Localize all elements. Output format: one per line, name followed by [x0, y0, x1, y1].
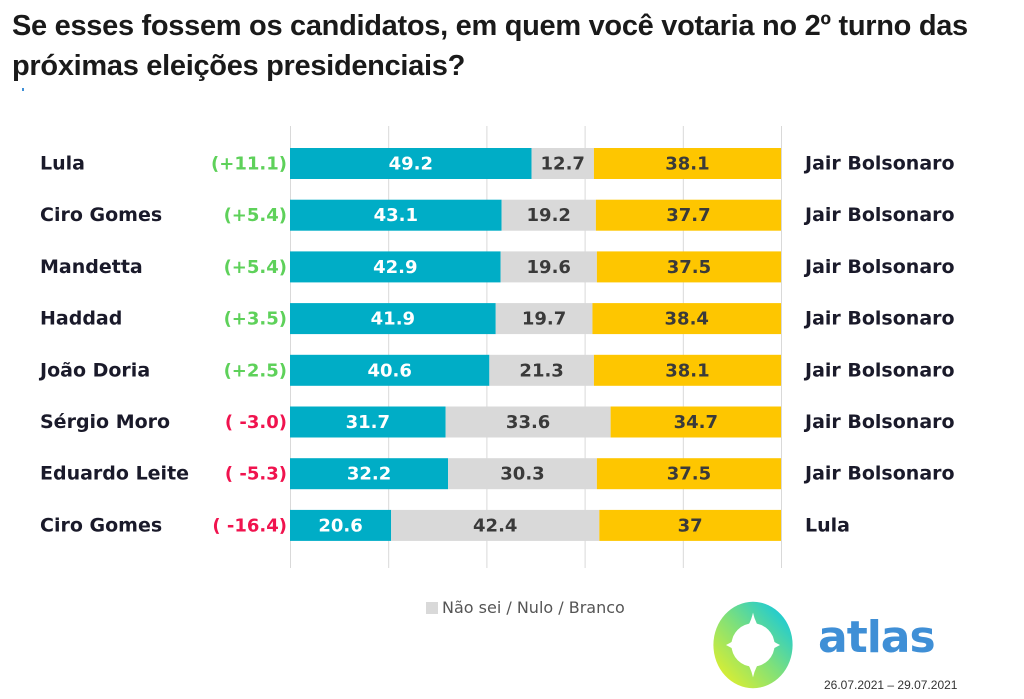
bar-neutral [489, 354, 594, 386]
data-label-neutral: 12.7 [541, 154, 585, 175]
atlas-logo-icon [713, 601, 793, 689]
bar-right [599, 509, 781, 541]
data-label-left: 20.6 [318, 515, 362, 536]
difference-label: (+5.4) [224, 205, 287, 226]
data-label-right: 37 [678, 515, 703, 536]
difference-label: (+2.5) [224, 360, 287, 381]
data-label-neutral: 19.7 [522, 309, 566, 330]
data-label-neutral: 33.6 [506, 412, 550, 433]
data-label-left: 31.7 [346, 412, 390, 433]
data-label-neutral: 30.3 [500, 464, 544, 485]
data-label-neutral: 42.4 [473, 515, 517, 536]
data-label-right: 38.1 [665, 154, 709, 175]
data-label-neutral: 19.2 [527, 205, 571, 226]
bar-left [290, 458, 449, 490]
brand-name: atlas [818, 612, 936, 663]
candidate-right-label: Jair Bolsonaro [803, 256, 955, 278]
bars [290, 148, 781, 541]
data-label-right: 38.4 [665, 309, 709, 330]
data-label-right: 37.5 [667, 257, 711, 278]
data-label-left: 49.2 [389, 154, 433, 175]
legend-swatch-neutral [426, 601, 438, 614]
data-label-left: 43.1 [374, 205, 418, 226]
bar-right [593, 354, 781, 386]
data-label-neutral: 19.6 [527, 257, 571, 278]
bar-left [290, 251, 501, 283]
bar-left [290, 354, 490, 386]
bar-left [290, 199, 502, 231]
candidate-right-label: Lula [805, 514, 850, 536]
decorative-dot [22, 88, 24, 91]
data-label-left: 32.2 [347, 464, 391, 485]
bar-right [610, 406, 781, 438]
legend: Não sei / Nulo / Branco [426, 598, 625, 617]
candidate-right-label: Jair Bolsonaro [803, 411, 955, 433]
bar-left [290, 509, 392, 541]
bar-right [592, 303, 781, 335]
candidate-left-label: Lula [40, 153, 85, 175]
bar-right [596, 251, 781, 283]
candidate-right-label: Jair Bolsonaro [803, 204, 955, 226]
bar-right [595, 199, 781, 231]
difference-label: (+3.5) [224, 309, 287, 330]
candidate-left-label: Ciro Gomes [40, 514, 162, 536]
gridlines [290, 126, 782, 568]
bar-neutral [391, 509, 600, 541]
bar-right [596, 458, 781, 490]
bar-neutral [500, 251, 597, 283]
candidate-left-label: Eduardo Leite [40, 463, 189, 485]
difference-label: ( -16.4) [212, 515, 287, 536]
bar-neutral [448, 458, 597, 490]
legend-label-neutral: Não sei / Nulo / Branco [442, 598, 625, 617]
candidate-right-label: Jair Bolsonaro [803, 359, 955, 381]
bar-neutral [501, 199, 596, 231]
candidate-left-label: João Doria [38, 359, 150, 381]
candidate-left-label: Haddad [40, 308, 122, 330]
data-label-right: 37.7 [666, 205, 710, 226]
candidate-left-label: Sérgio Moro [40, 411, 170, 433]
candidate-right-label: Jair Bolsonaro [803, 463, 955, 485]
labels: 49.2 12.7 38.1 Lula (+11.1) Jair Bolsonaro 43.… [38, 153, 955, 537]
data-label-right: 38.1 [665, 360, 709, 381]
candidate-right-label: Jair Bolsonaro [803, 153, 955, 175]
bar-left [290, 303, 496, 335]
difference-label: (+5.4) [224, 257, 287, 278]
difference-label: ( -3.0) [225, 412, 287, 433]
bar-left [290, 406, 446, 438]
data-label-neutral: 21.3 [519, 360, 563, 381]
bar-neutral [495, 303, 593, 335]
candidate-left-label: Mandetta [40, 256, 143, 278]
difference-label: (+11.1) [211, 154, 287, 175]
difference-label: ( -5.3) [225, 464, 287, 485]
bar-neutral [445, 406, 611, 438]
data-label-left: 41.9 [371, 309, 415, 330]
candidate-left-label: Ciro Gomes [40, 204, 162, 226]
data-label-left: 42.9 [373, 257, 417, 278]
data-label-right: 34.7 [674, 412, 718, 433]
bar-left [290, 148, 532, 179]
bar-neutral [531, 148, 594, 179]
chart-title: Se esses fossem os candidatos, em quem v… [12, 10, 968, 82]
data-label-right: 37.5 [667, 464, 711, 485]
survey-dates: 26.07.2021 – 29.07.2021 [824, 678, 958, 692]
bar-right [593, 148, 781, 179]
candidate-right-label: Jair Bolsonaro [803, 308, 955, 330]
data-label-left: 40.6 [367, 360, 411, 381]
